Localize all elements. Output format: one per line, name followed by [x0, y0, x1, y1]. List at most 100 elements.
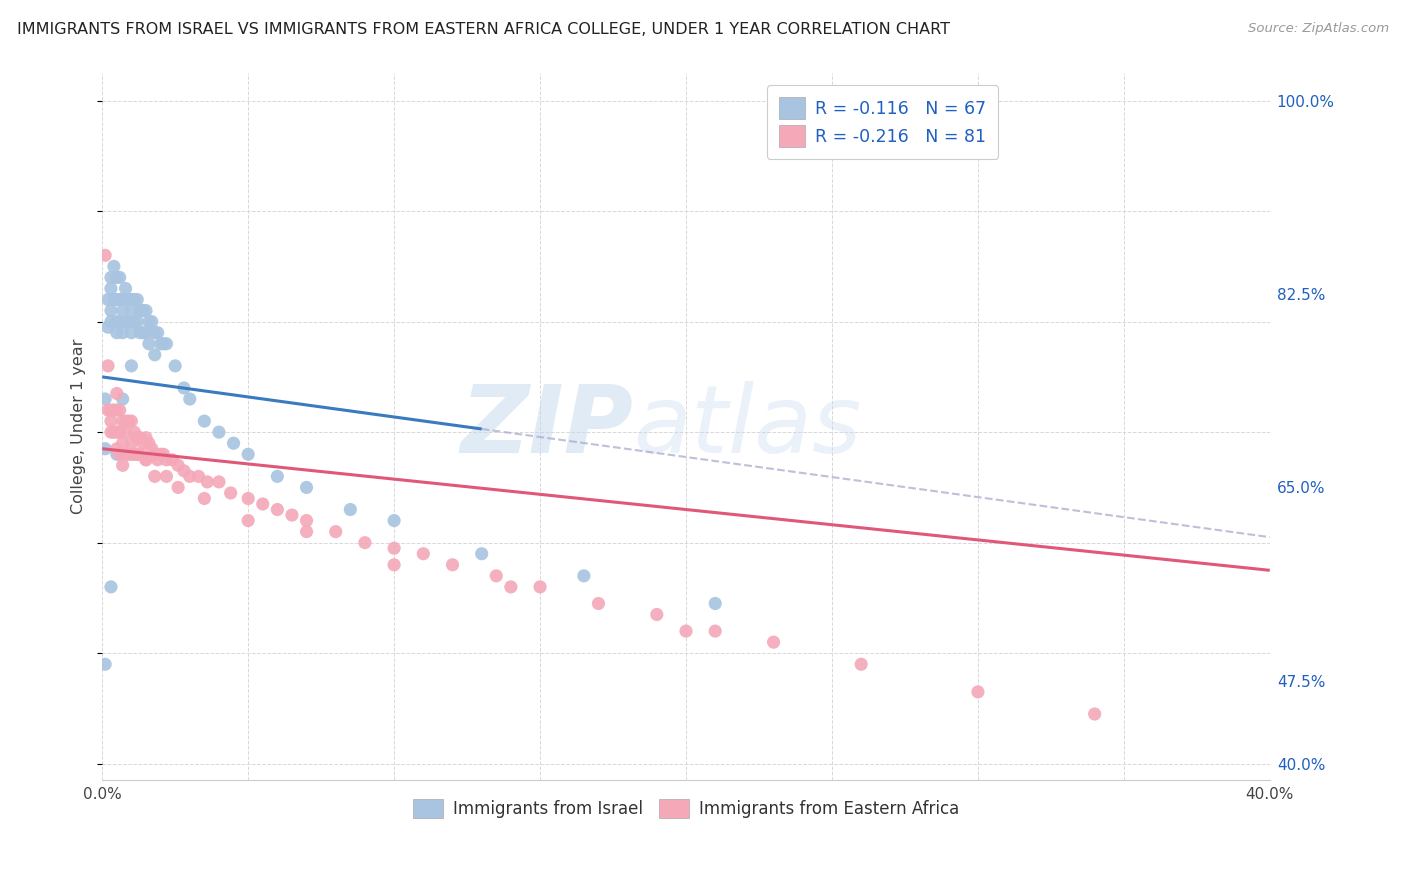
Point [572, 569, 595, 583]
Point [117, 293, 139, 307]
Point [193, 491, 215, 506]
Point [238, 514, 260, 528]
Point [120, 447, 142, 461]
Point [111, 303, 134, 318]
Point [97, 403, 120, 417]
Point [155, 452, 177, 467]
Point [281, 508, 304, 522]
Point [120, 436, 142, 450]
Point [114, 315, 136, 329]
Point [252, 497, 274, 511]
Point [124, 315, 146, 329]
Point [120, 359, 142, 373]
Point [105, 447, 128, 461]
Point [127, 447, 149, 461]
Text: IMMIGRANTS FROM ISRAEL VS IMMIGRANTS FROM EASTERN AFRICA COLLEGE, UNDER 1 YEAR C: IMMIGRANTS FROM ISRAEL VS IMMIGRANTS FRO… [17, 22, 950, 37]
Point [238, 447, 260, 461]
Point [208, 425, 231, 439]
Point [100, 403, 122, 417]
Point [94, 248, 117, 262]
Point [114, 447, 136, 461]
Point [120, 326, 142, 340]
Point [105, 386, 128, 401]
Point [100, 315, 122, 329]
Point [129, 303, 152, 318]
Point [117, 414, 139, 428]
Point [195, 475, 218, 489]
Point [354, 535, 377, 549]
Point [295, 524, 318, 539]
Point [127, 447, 149, 461]
Point [108, 293, 131, 307]
Point [100, 580, 122, 594]
Point [138, 336, 160, 351]
Point [155, 469, 177, 483]
Point [339, 502, 361, 516]
Point [105, 326, 128, 340]
Point [114, 281, 136, 295]
Point [588, 597, 610, 611]
Point [105, 425, 128, 439]
Point [103, 260, 125, 274]
Point [143, 326, 166, 340]
Point [149, 336, 172, 351]
Point [382, 541, 405, 556]
Point [141, 442, 163, 456]
Point [124, 447, 146, 461]
Text: Source: ZipAtlas.com: Source: ZipAtlas.com [1249, 22, 1389, 36]
Point [173, 381, 195, 395]
Point [108, 447, 131, 461]
Point [129, 447, 152, 461]
Point [141, 315, 163, 329]
Point [108, 403, 131, 417]
Point [111, 436, 134, 450]
Point [499, 580, 522, 594]
Point [105, 293, 128, 307]
Point [103, 403, 125, 417]
Point [108, 425, 131, 439]
Point [152, 447, 174, 461]
Point [325, 524, 347, 539]
Point [132, 326, 155, 340]
Point [132, 436, 155, 450]
Point [143, 469, 166, 483]
Point [266, 502, 288, 516]
Point [138, 315, 160, 329]
Point [849, 657, 872, 672]
Point [127, 315, 149, 329]
Point [1084, 706, 1107, 721]
Point [108, 315, 131, 329]
Point [967, 685, 990, 699]
Point [94, 657, 117, 672]
Point [238, 491, 260, 506]
Point [187, 469, 209, 483]
Point [100, 303, 122, 318]
Point [152, 336, 174, 351]
Point [441, 558, 464, 572]
Point [124, 293, 146, 307]
Text: atlas: atlas [634, 381, 862, 472]
Point [179, 392, 201, 406]
Point [105, 403, 128, 417]
Point [97, 359, 120, 373]
Y-axis label: College, Under 1 year: College, Under 1 year [72, 339, 86, 515]
Point [762, 635, 785, 649]
Point [266, 469, 288, 483]
Point [471, 547, 494, 561]
Point [143, 348, 166, 362]
Point [97, 293, 120, 307]
Point [135, 452, 157, 467]
Text: ZIP: ZIP [461, 381, 634, 473]
Point [485, 569, 508, 583]
Point [155, 336, 177, 351]
Point [127, 431, 149, 445]
Point [105, 442, 128, 456]
Point [138, 436, 160, 450]
Point [146, 452, 169, 467]
Legend: Immigrants from Israel, Immigrants from Eastern Africa: Immigrants from Israel, Immigrants from … [406, 792, 966, 825]
Point [135, 431, 157, 445]
Point [208, 475, 231, 489]
Point [135, 303, 157, 318]
Point [167, 458, 190, 473]
Point [412, 547, 434, 561]
